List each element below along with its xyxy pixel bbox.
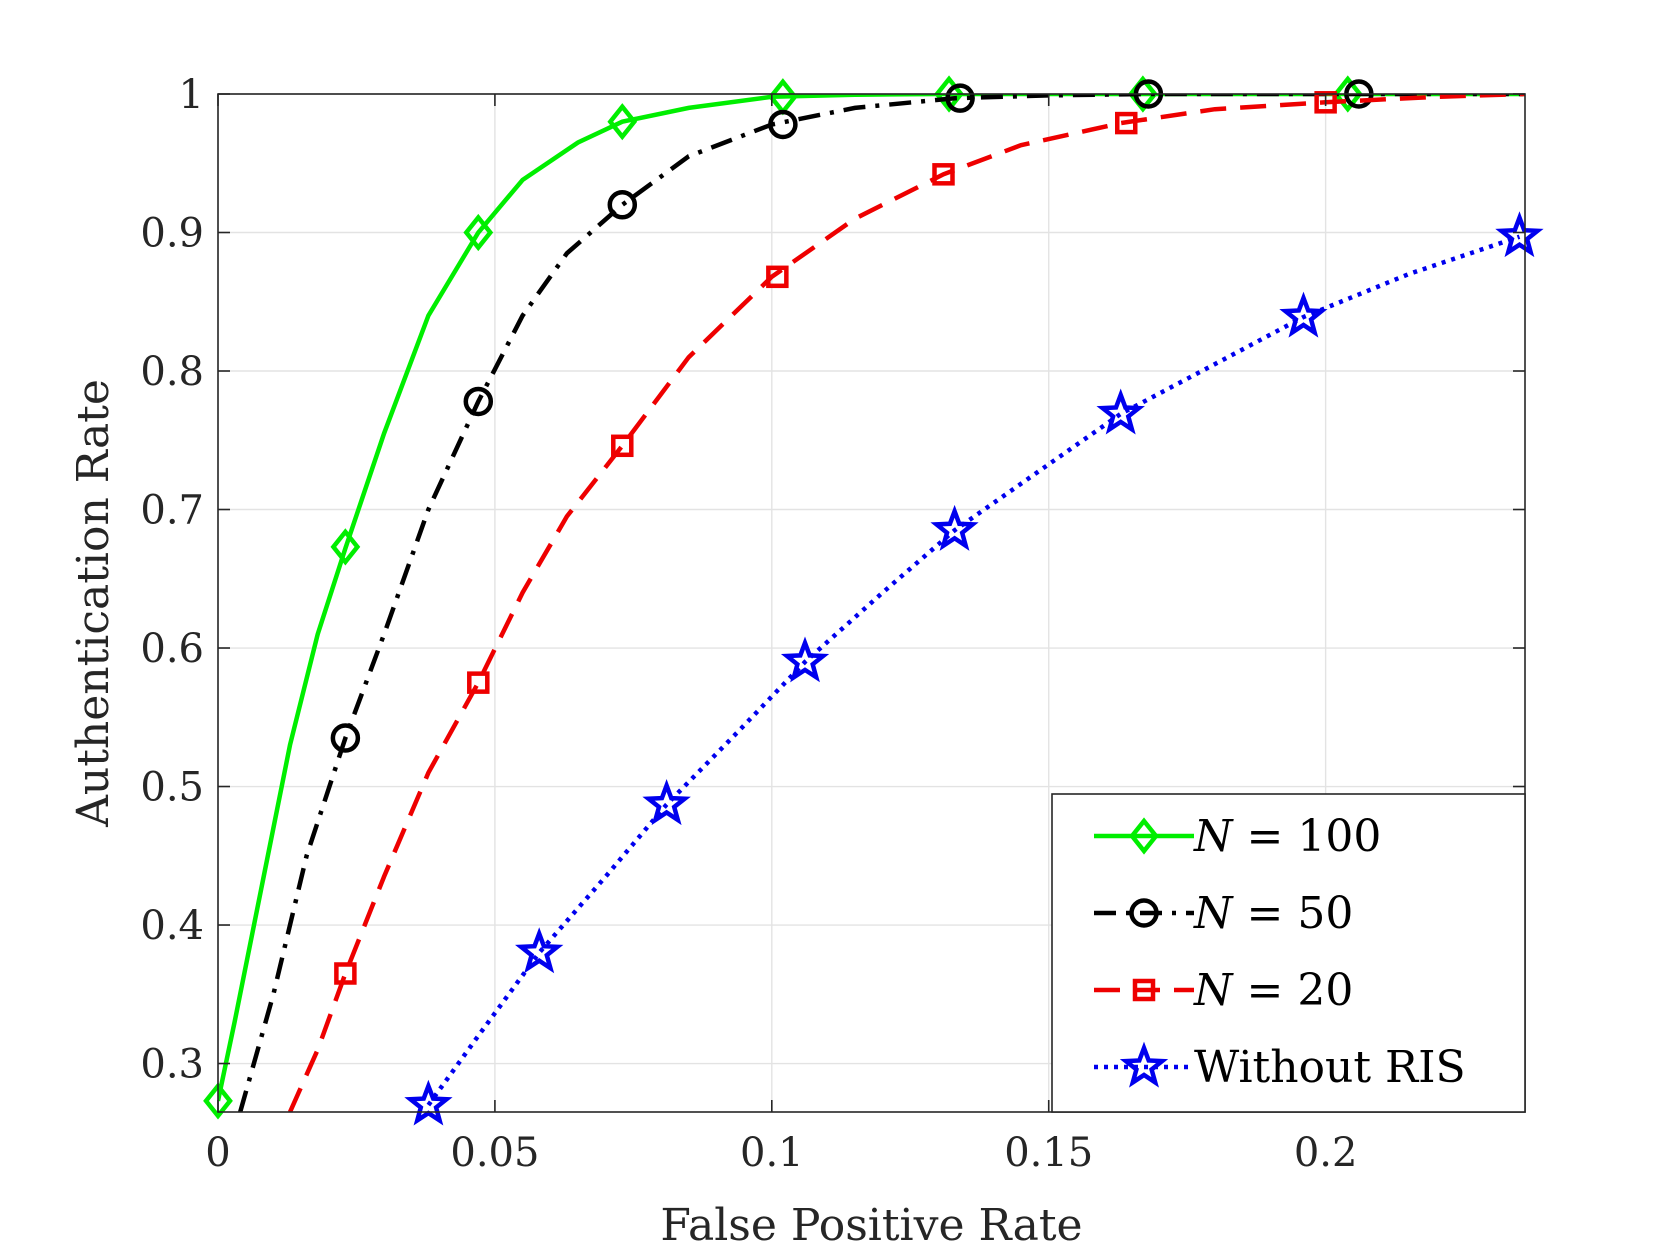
- x-tick-label: 0.2: [1294, 1130, 1358, 1176]
- data-point-square: [334, 962, 357, 985]
- y-tick-label: 0.6: [140, 626, 204, 672]
- y-tick-labels: 0.3 0.4 0.5 0.6 0.7 0.8 0.9 1: [140, 72, 204, 1088]
- x-tick-label: 0: [205, 1130, 230, 1176]
- legend-label-text: = 50: [1233, 888, 1354, 939]
- series-line-star: [426, 234, 1521, 1107]
- legend-label: N = 100: [1193, 811, 1381, 862]
- y-tick-label: 0.9: [140, 211, 204, 257]
- legend-label: N = 50: [1193, 888, 1353, 939]
- data-point-star: [515, 927, 564, 974]
- y-tick-label: 1: [179, 72, 204, 118]
- data-point-diamond: [203, 1082, 233, 1120]
- legend-entry: N = 100: [1094, 811, 1381, 862]
- x-tick-labels: 0 0.05 0.1 0.15 0.2: [205, 1130, 1357, 1176]
- data-point-diamond: [463, 213, 494, 252]
- legend-entry: N = 20: [1094, 965, 1353, 1016]
- legend-label: Without RIS: [1194, 1042, 1466, 1093]
- legend-marker-star: [1119, 1041, 1169, 1088]
- data-point-circle: [945, 83, 975, 113]
- data-point-circle: [330, 723, 361, 753]
- data-point-star: [930, 504, 979, 551]
- legend-label-var: N: [1193, 888, 1234, 939]
- data-point-square: [611, 434, 634, 458]
- y-tick-label: 0.3: [140, 1042, 204, 1088]
- data-point-diamond: [330, 528, 361, 566]
- x-axis-label: False Positive Rate: [660, 1200, 1082, 1246]
- legend-entry: Without RIS: [1094, 1041, 1466, 1093]
- data-point-square: [766, 265, 789, 289]
- data-series: [203, 75, 1544, 1126]
- x-tick-label: 0.15: [1004, 1130, 1093, 1176]
- data-point-star: [1096, 388, 1145, 435]
- data-point-diamond: [607, 103, 638, 141]
- y-tick-label: 0.7: [140, 488, 204, 534]
- series-line-square: [287, 94, 1525, 1112]
- series-star: [404, 211, 1544, 1126]
- legend-marker-diamond: [1129, 817, 1159, 855]
- legend-label-var: N: [1193, 965, 1234, 1016]
- axes-box: [217, 93, 1526, 1113]
- data-point-square: [932, 163, 955, 186]
- y-axis-label: Authentication Rate: [68, 379, 119, 828]
- x-tick-label: 0.05: [450, 1130, 539, 1176]
- legend-marker-square: [1132, 978, 1156, 1002]
- data-point-star: [780, 636, 830, 683]
- data-point-circle: [463, 386, 494, 417]
- data-point-circle: [607, 190, 638, 220]
- data-point-square: [467, 671, 490, 694]
- data-point-diamond: [1332, 75, 1363, 113]
- legend-label-text: = 100: [1233, 811, 1382, 862]
- y-tick-label: 0.8: [140, 349, 204, 395]
- legend-label-var: N: [1193, 811, 1234, 862]
- legend-marker-circle: [1129, 898, 1159, 928]
- legend-entry: N = 50: [1094, 888, 1353, 939]
- data-point-star: [404, 1079, 453, 1126]
- series-diamond: [203, 75, 1525, 1120]
- legend-label-text: = 20: [1233, 965, 1354, 1016]
- data-point-square: [1115, 111, 1138, 135]
- series-square: [287, 91, 1525, 1112]
- data-point-star: [1279, 291, 1328, 338]
- legend-label: N = 20: [1193, 965, 1353, 1016]
- legend-label-text: Without RIS: [1194, 1042, 1466, 1093]
- series-line-diamond: [218, 94, 1525, 1102]
- data-point-diamond: [934, 75, 964, 113]
- y-tick-label: 0.4: [140, 903, 204, 949]
- x-tick-label: 0.1: [740, 1130, 804, 1176]
- data-point-star: [642, 779, 691, 826]
- y-tick-label: 0.5: [140, 765, 204, 811]
- tick-marks: [217, 93, 1525, 1112]
- data-point-star: [1495, 211, 1544, 258]
- series-line-circle: [238, 94, 1525, 1112]
- data-point-circle: [768, 109, 798, 140]
